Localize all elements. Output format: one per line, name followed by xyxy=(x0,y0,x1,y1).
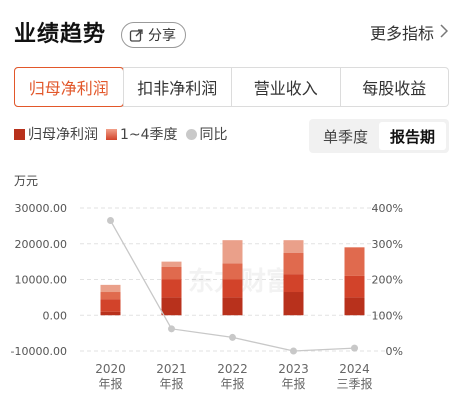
x-tick-label: 年报 xyxy=(159,376,183,391)
legend-label-quarters: 1~4季度 xyxy=(120,127,178,143)
y-tick-left: 10000.00 xyxy=(15,274,68,287)
bar-segment-q2 xyxy=(161,279,182,298)
bar-segment-q1 xyxy=(222,297,243,316)
share-icon xyxy=(129,28,144,43)
bar-segment-q3 xyxy=(344,247,365,276)
bar-segment-q2 xyxy=(100,299,121,312)
more-label: 更多指标 xyxy=(369,24,434,43)
x-tick-label: 年报 xyxy=(281,376,305,391)
bar-segment-q1 xyxy=(344,297,365,316)
legend-item-yoy: 同比 xyxy=(185,124,228,144)
yoy-point xyxy=(229,333,236,341)
toggle-report-period[interactable]: 报告期 xyxy=(379,122,446,150)
bar-segment-q3 xyxy=(100,292,121,300)
bar-segment-q4 xyxy=(100,284,121,293)
bar-segment-q3 xyxy=(283,252,304,275)
legend-item-net-profit: 归母净利润 xyxy=(14,124,98,144)
legend-swatch-dark xyxy=(14,128,25,140)
bar-segment-q1 xyxy=(100,311,121,316)
bar-segment-q2 xyxy=(222,279,243,298)
yoy-point xyxy=(290,347,297,355)
y-tick-right: 300% xyxy=(372,238,403,251)
y-tick-left: -10000.00 xyxy=(11,345,67,358)
y-tick-left: 0.00 xyxy=(43,309,68,322)
chevron-right-icon xyxy=(440,23,449,42)
more-indicators-link[interactable]: 更多指标 xyxy=(369,20,449,44)
x-tick-label: 三季报 xyxy=(336,376,372,391)
x-tick-label: 2020 xyxy=(95,362,126,376)
x-tick-label: 2023 xyxy=(278,362,309,376)
yoy-point xyxy=(168,325,175,333)
bar-segment-q2 xyxy=(344,275,365,298)
legend-label-net-profit: 归母净利润 xyxy=(28,127,98,143)
y-tick-right: 100% xyxy=(372,309,403,322)
y-tick-left: 30000.00 xyxy=(15,202,68,215)
tab-revenue[interactable]: 营业收入 xyxy=(231,68,340,106)
y-tick-right: 400% xyxy=(372,202,403,215)
header: 业绩趋势 分享 更多指标 xyxy=(14,14,449,48)
yoy-point xyxy=(107,217,114,225)
toggle-single-quarter[interactable]: 单季度 xyxy=(322,127,368,146)
chart-legend: 归母净利润 1~4季度 同比 xyxy=(14,124,236,144)
x-tick-label: 2024 xyxy=(339,362,370,376)
share-button[interactable]: 分享 xyxy=(121,22,186,48)
bar-segment-q4 xyxy=(161,261,182,267)
bar-segment-q4 xyxy=(283,240,304,253)
x-tick-label: 年报 xyxy=(98,376,122,391)
share-label: 分享 xyxy=(148,28,176,44)
legend-label-yoy: 同比 xyxy=(199,127,228,143)
x-tick-label: 2022 xyxy=(217,362,248,376)
x-tick-label: 年报 xyxy=(220,376,244,391)
y-tick-left: 20000.00 xyxy=(15,238,68,251)
metric-tabs: 归母净利润 扣非净利润 营业收入 每股收益 xyxy=(14,67,449,107)
tab-deducted-net-profit[interactable]: 扣非净利润 xyxy=(122,68,232,106)
bar-segment-q3 xyxy=(161,266,182,280)
bar-segment-q1 xyxy=(283,292,304,316)
unit-label: 万元 xyxy=(14,174,39,188)
y-tick-right: 200% xyxy=(372,274,403,287)
y-tick-right: 0% xyxy=(386,345,403,358)
bar-segment-q1 xyxy=(161,297,182,316)
yoy-point xyxy=(351,344,358,352)
tab-eps[interactable]: 每股收益 xyxy=(339,68,449,106)
bar-segment-q3 xyxy=(222,263,243,280)
legend-dot xyxy=(185,128,197,140)
bar-segment-q4 xyxy=(222,240,243,264)
x-tick-label: 2021 xyxy=(156,362,187,376)
legend-swatch-gradient xyxy=(106,128,117,140)
bar-segment-q2 xyxy=(283,274,304,293)
page-title: 业绩趋势 xyxy=(14,22,107,47)
legend-item-quarters: 1~4季度 xyxy=(106,124,178,144)
period-toggle: 单季度 报告期 xyxy=(309,119,449,153)
